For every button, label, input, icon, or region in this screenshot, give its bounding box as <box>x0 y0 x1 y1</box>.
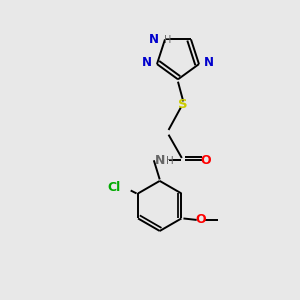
Text: N: N <box>142 56 152 69</box>
Text: H: H <box>164 35 172 45</box>
Text: N: N <box>148 33 158 46</box>
Text: N: N <box>204 56 214 69</box>
Text: N: N <box>154 154 165 166</box>
Text: H: H <box>166 156 174 166</box>
Text: O: O <box>195 213 206 226</box>
Text: S: S <box>178 98 188 111</box>
Text: Cl: Cl <box>107 181 120 194</box>
Text: O: O <box>200 154 211 167</box>
